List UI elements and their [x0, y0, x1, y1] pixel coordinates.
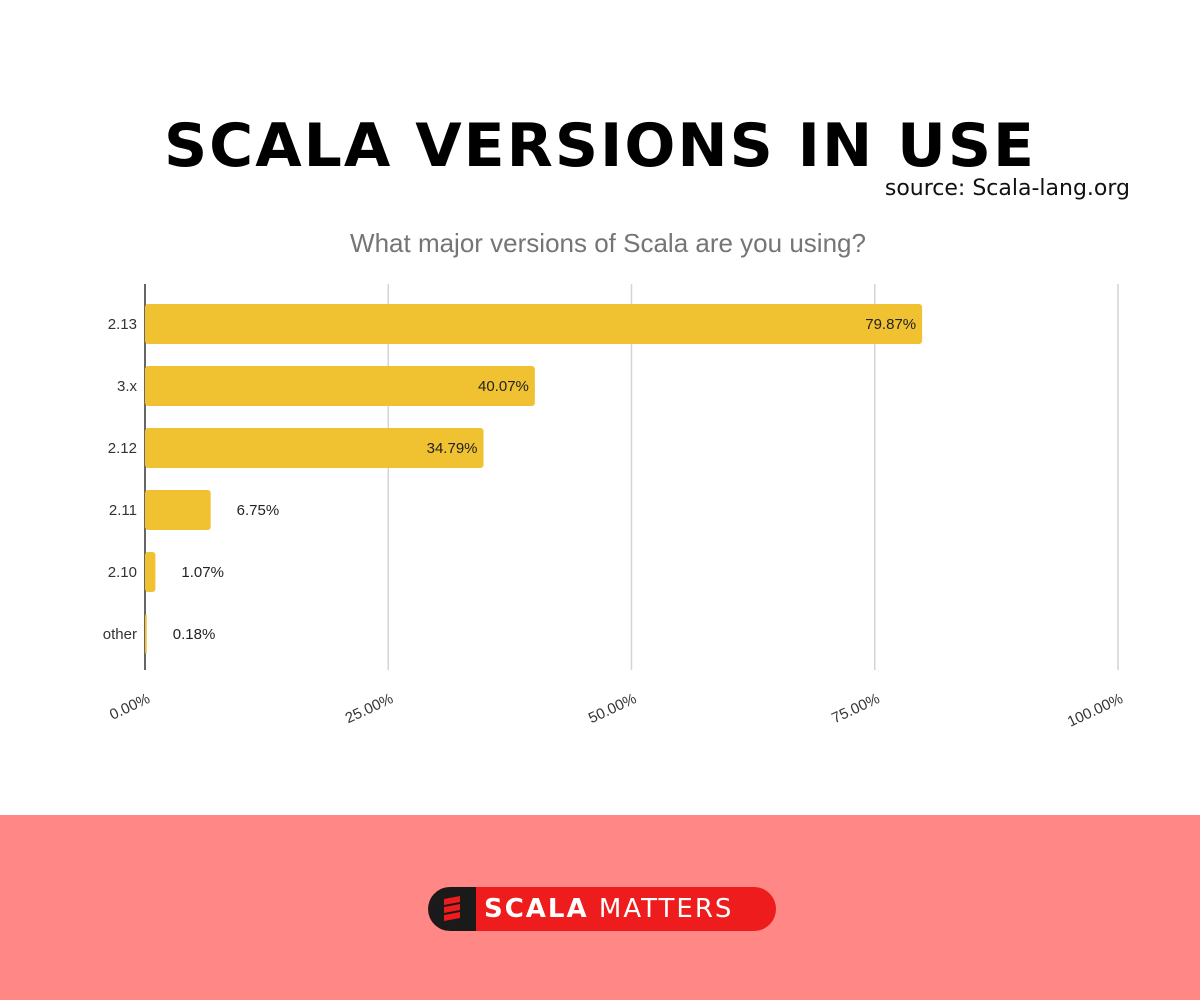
x-tick-label: 100.00%: [1065, 690, 1126, 730]
footer-banner: SCALA MATTERS: [0, 815, 1200, 1000]
bar: [145, 304, 923, 344]
x-tick-label: 50.00%: [586, 690, 639, 727]
data-label: 0.18%: [173, 626, 216, 643]
brand-name: SCALA MATTERS: [484, 887, 733, 931]
y-tick-label: 2.11: [109, 502, 137, 519]
page-title: SCALA VERSIONS IN USE: [163, 111, 1037, 181]
source-note: source: Scala-lang.org: [884, 176, 1130, 201]
bar-chart: 0.00% 25.00% 50.00% 75.00% 100.00% 2.13 79.87%…: [103, 284, 1126, 731]
y-tick-label: 2.10: [108, 564, 137, 581]
bar: [145, 490, 211, 530]
bar: [145, 428, 484, 468]
data-label: 1.07%: [181, 564, 224, 581]
chart-title: What major versions of Scala are you usi…: [350, 228, 866, 258]
brand-name-bold: SCALA: [484, 894, 589, 924]
x-tick-label: 0.00%: [107, 690, 153, 723]
y-tick-label: 3.x: [117, 378, 138, 395]
bar: [145, 366, 535, 406]
bar: [145, 552, 156, 592]
data-label: 79.87%: [865, 316, 916, 333]
y-tick-label: 2.12: [108, 440, 137, 457]
x-tick-label: 75.00%: [829, 690, 882, 727]
x-tick-label: 25.00%: [343, 690, 396, 727]
bar: [145, 614, 147, 654]
data-label: 34.79%: [427, 440, 478, 457]
brand-logo: SCALA MATTERS: [428, 887, 776, 931]
data-label: 6.75%: [237, 502, 280, 519]
y-tick-label: 2.13: [108, 316, 137, 333]
y-tick-label: other: [103, 626, 137, 643]
brand-name-rest: MATTERS: [598, 894, 734, 924]
data-label: 40.07%: [478, 378, 529, 395]
scala-logo-icon: [428, 887, 476, 931]
